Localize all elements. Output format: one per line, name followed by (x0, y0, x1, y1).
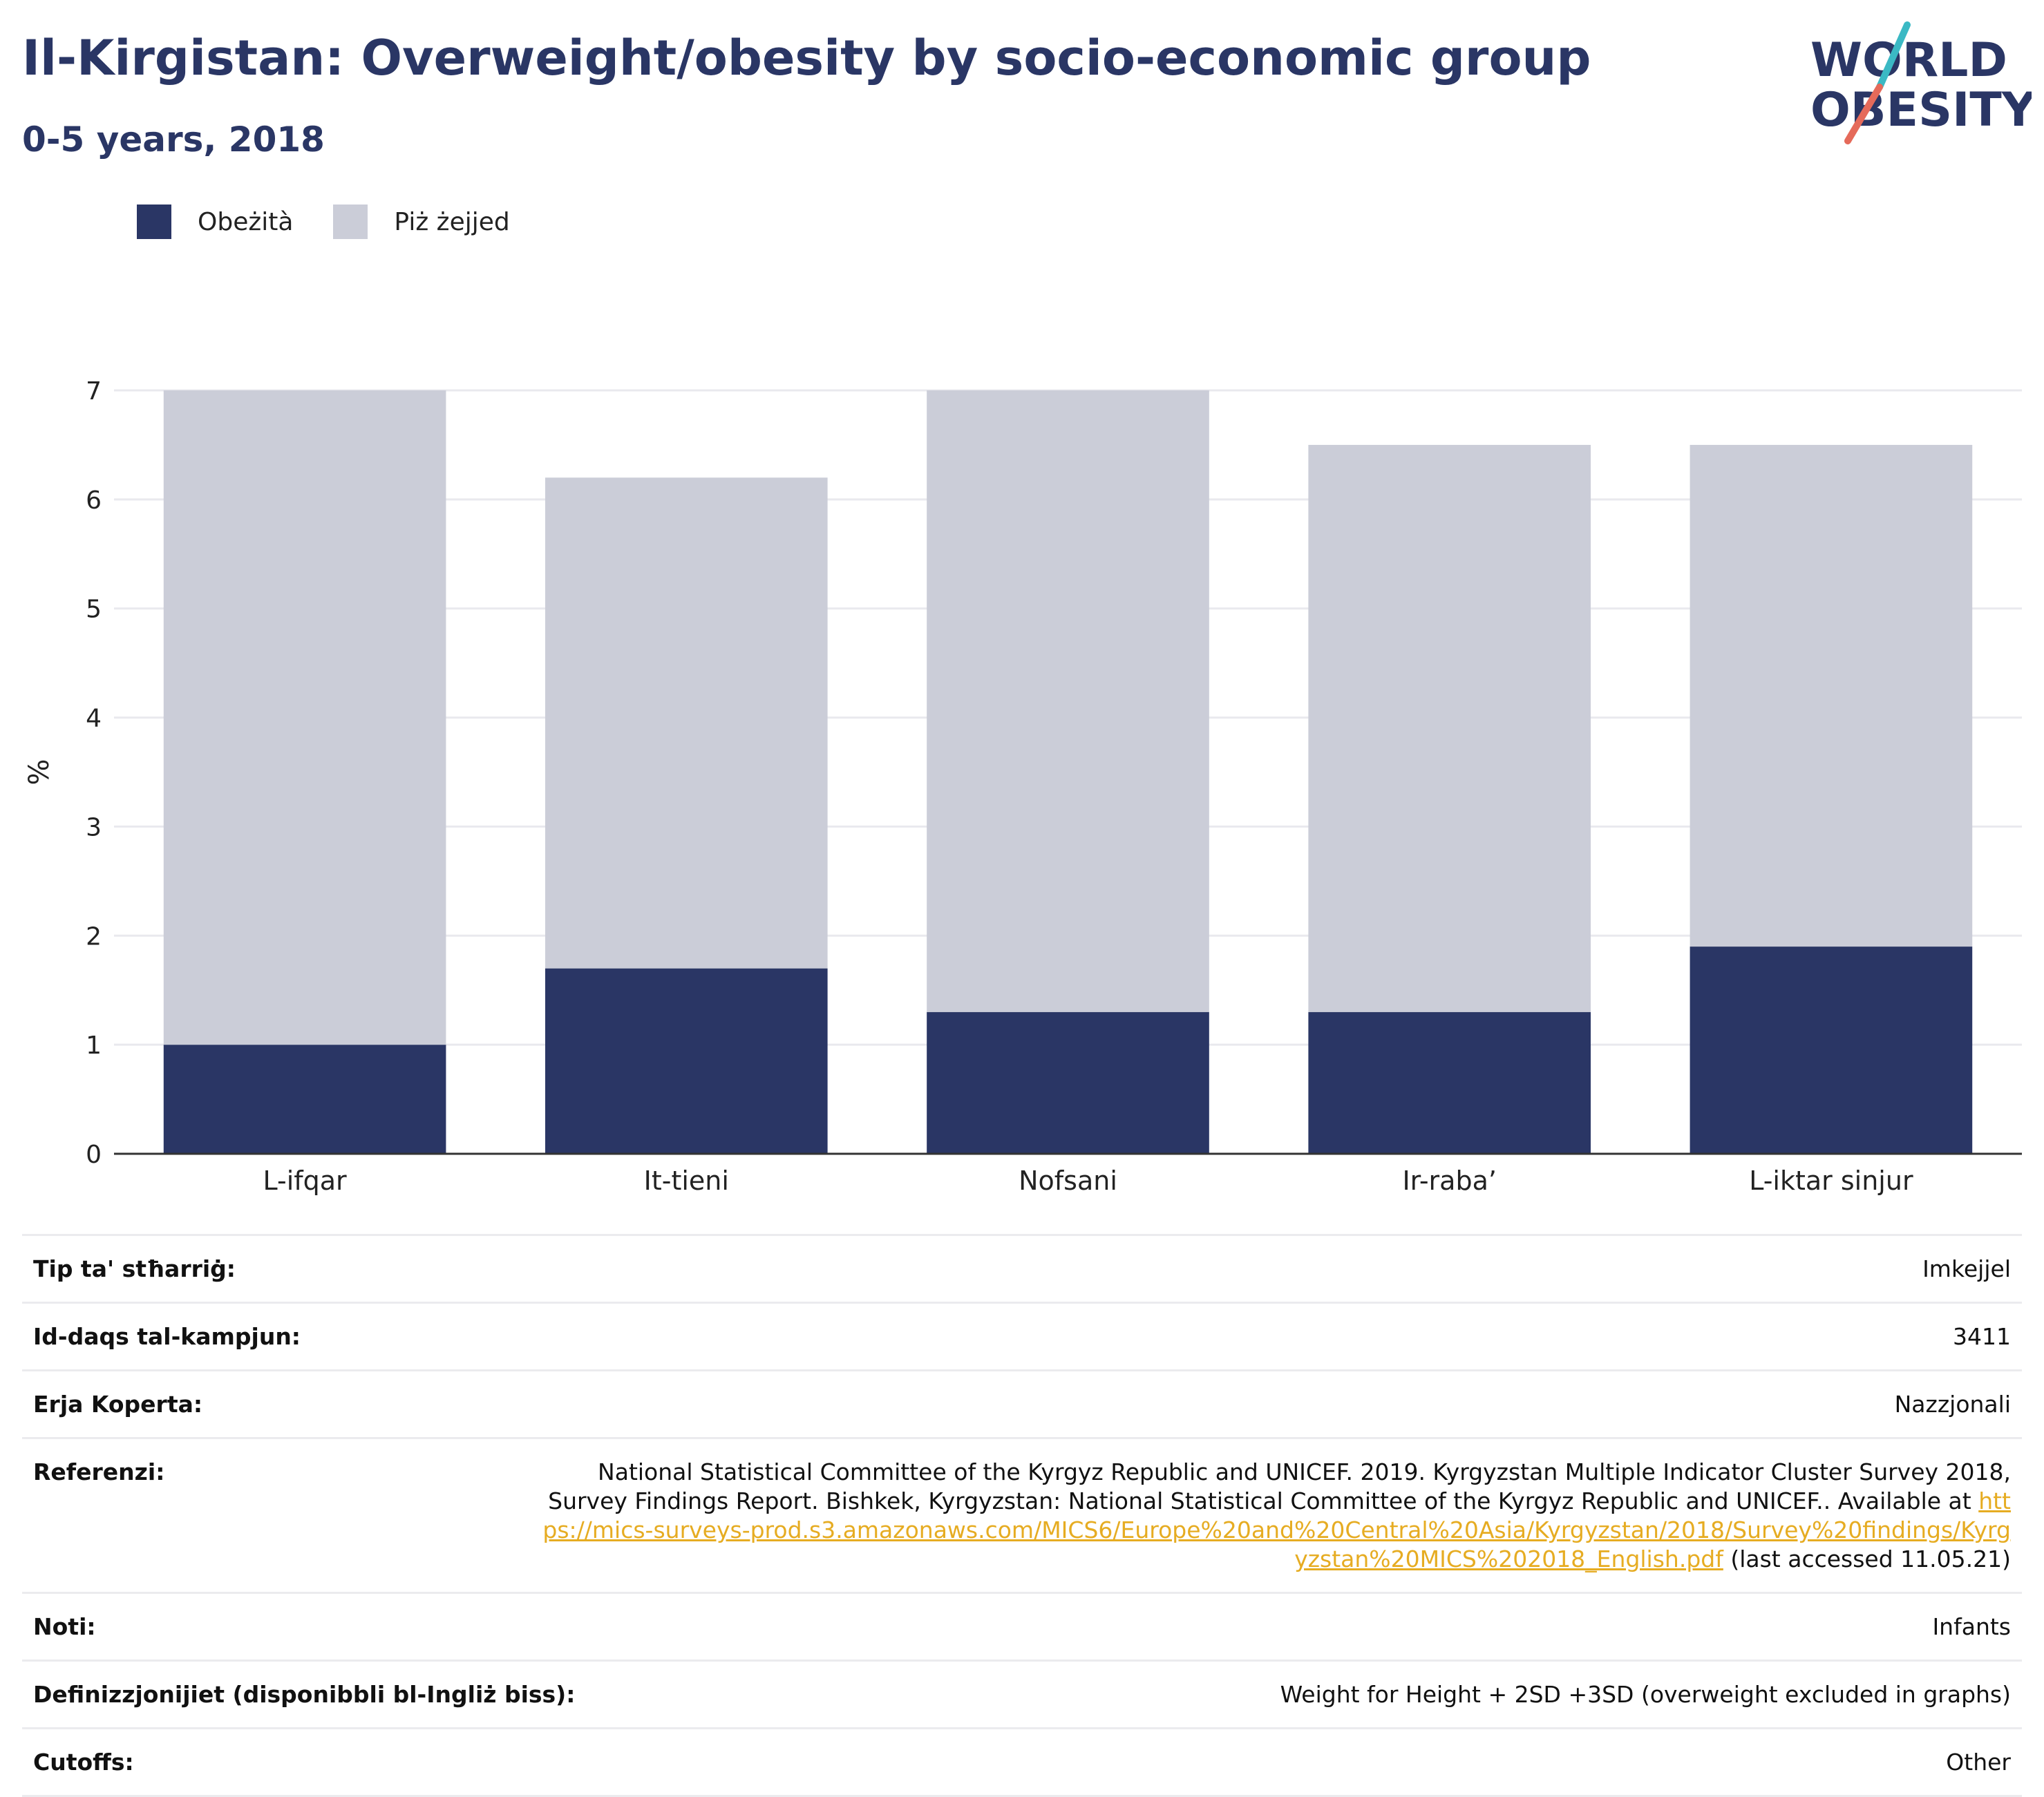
legend-label-obesity: Obeżità (198, 207, 294, 236)
info-label-area-covered: Erja Koperta: (33, 1391, 203, 1418)
info-label-cutoffs: Cutoffs: (33, 1749, 134, 1776)
y-tick-label: 1 (86, 1031, 102, 1060)
y-tick-label: 6 (86, 486, 102, 515)
info-row-survey-type: Tip ta' stħarriġ: Imkejjel (22, 1234, 2022, 1302)
info-row-definitions: Definizzjonijiet (disponibbli bl-Ingliż … (22, 1660, 2022, 1727)
info-row-references: Referenzi: National Statistical Committe… (22, 1437, 2022, 1592)
info-value-area-covered: Nazzjonali (1894, 1391, 2011, 1418)
x-tick-label: It-tieni (644, 1166, 729, 1196)
y-tick-label: 5 (86, 596, 102, 624)
chart-legend: Obeżità Piż żejjed (137, 205, 550, 239)
bar-overweight (1308, 444, 1591, 1012)
logo-slash-coral (1844, 84, 1883, 144)
world-obesity-logo: WORLD OBESITY (1810, 21, 2032, 144)
legend-item-obesity[interactable]: Obeżità (137, 205, 293, 239)
logo-line-2: OBESITY (1810, 83, 2032, 137)
info-value-references: National Statistical Committee of the Ky… (539, 1458, 2011, 1574)
y-axis-label: % (23, 759, 55, 785)
x-tick-label: Ir-raba’ (1402, 1166, 1497, 1196)
x-tick-label: Nofsani (1019, 1166, 1117, 1196)
bar-obesity (163, 1045, 446, 1154)
legend-swatch-obesity (137, 205, 171, 239)
logo-line-1: WORLD (1810, 33, 2007, 88)
chart-title: Il-Kirgistan: Overweight/obesity by soci… (22, 30, 1591, 86)
info-row-cutoffs: Cutoffs: Other (22, 1727, 2022, 1797)
y-tick-label: 2 (86, 922, 102, 951)
info-row-area-covered: Erja Koperta: Nazzjonali (22, 1369, 2022, 1437)
reference-link[interactable]: https://mics-surveys-prod.s3.amazonaws.c… (542, 1487, 2011, 1572)
bar-overweight (927, 390, 1209, 1012)
info-label-notes: Noti: (33, 1613, 96, 1640)
bar-obesity (1308, 1011, 1591, 1154)
y-tick-label: 3 (86, 813, 102, 842)
bar-overweight (545, 477, 828, 969)
bar-overweight (163, 390, 446, 1045)
chart-subtitle: 0-5 years, 2018 (22, 120, 325, 160)
legend-label-overweight: Piż żejjed (394, 207, 510, 236)
info-value-cutoffs: Other (1946, 1749, 2011, 1776)
info-label-definitions: Definizzjonijiet (disponibbli bl-Ingliż … (33, 1681, 576, 1708)
info-value-definitions: Weight for Height + 2SD +3SD (overweight… (1280, 1681, 2011, 1708)
reference-text: National Statistical Committee of the Ky… (548, 1458, 2011, 1514)
x-tick-label: L-iktar sinjur (1749, 1166, 1913, 1196)
bar-overweight (1690, 444, 1973, 947)
info-label-references: Referenzi: (33, 1458, 165, 1485)
bar-obesity (927, 1011, 1209, 1154)
logo-slash-teal (1876, 21, 1911, 91)
survey-info-table: Tip ta' stħarriġ: Imkejjel Id-daqs tal-k… (22, 1234, 2022, 1797)
y-tick-label: 0 (86, 1141, 102, 1169)
reference-suffix: (last accessed 11.05.21) (1723, 1546, 2011, 1572)
legend-swatch-overweight (333, 205, 368, 239)
y-tick-label: 7 (86, 377, 102, 406)
info-label-survey-type: Tip ta' stħarriġ: (33, 1255, 236, 1282)
info-row-notes: Noti: Infants (22, 1592, 2022, 1660)
info-value-sample-size: 3411 (1953, 1323, 2011, 1350)
legend-item-overweight[interactable]: Piż żejjed (333, 205, 510, 239)
info-label-sample-size: Id-daqs tal-kampjun: (33, 1323, 301, 1350)
y-tick-label: 4 (86, 705, 102, 733)
bar-obesity (545, 968, 828, 1154)
info-row-sample-size: Id-daqs tal-kampjun: 3411 (22, 1302, 2022, 1369)
stacked-bar-chart: 0 1 2 3 4 5 6 7% L-ifqar It-tieni Nofsani Ir-raba’ L… (23, 377, 2022, 1196)
x-tick-label: L-ifqar (263, 1166, 348, 1196)
info-value-notes: Infants (1932, 1613, 2011, 1640)
info-value-survey-type: Imkejjel (1922, 1255, 2011, 1282)
bar-obesity (1690, 947, 1973, 1154)
